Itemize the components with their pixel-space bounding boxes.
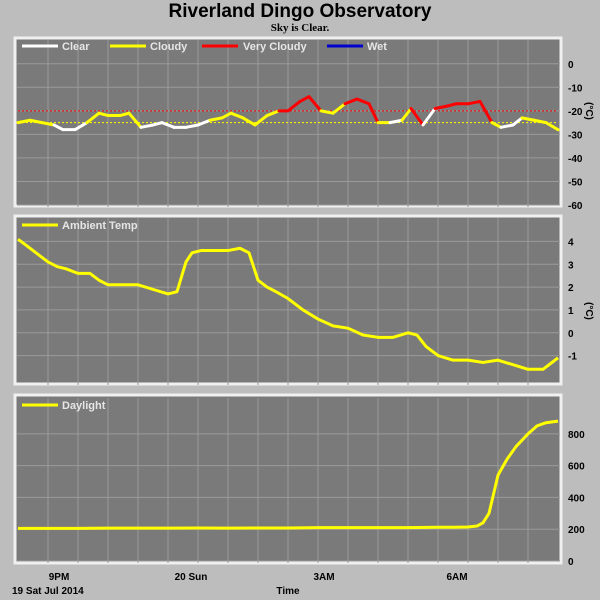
sky-series-segment — [490, 121, 503, 129]
daylight-series-line — [18, 419, 559, 530]
sky-series-segment — [298, 95, 311, 103]
legend-label-clear: Clear — [62, 41, 90, 53]
sky-series-segment — [241, 116, 257, 127]
sky-series-segment — [544, 121, 560, 132]
sky-series-segment — [160, 121, 176, 129]
sky-series-segment — [319, 109, 335, 115]
x-axis: 9PM 20 Sun 3AM 6AM 19 Sat Jul 2014 Time — [12, 572, 468, 597]
daylight-y-tick-label: 600 — [568, 462, 585, 473]
sky-y-tick-label: -60 — [568, 201, 583, 212]
y-tick-labels: 0 -10 -20 -30 -40 -50 -60 4 3 2 1 0 -1 800 600 400 200 0 — [568, 60, 585, 568]
ambient-y-tick-label: 4 — [568, 237, 574, 248]
sky-series-segment — [355, 97, 371, 106]
x-tick-9pm: 9PM — [49, 572, 70, 583]
legend-label-daylight: Daylight — [62, 400, 106, 412]
sky-series-segment — [478, 99, 494, 125]
sky-series-segment — [208, 116, 224, 122]
sky-series-segment — [151, 121, 164, 127]
ambient-y-tick-label: 2 — [568, 283, 574, 294]
sky-series-segment — [52, 123, 65, 132]
legend-label-wet: Wet — [367, 41, 387, 53]
sky-y-tick-label: 0 — [568, 60, 574, 71]
sky-series-segment — [265, 109, 281, 118]
daylight-y-tick-label: 800 — [568, 430, 585, 441]
sky-series-segment — [40, 121, 56, 127]
sky-series-segment — [466, 99, 482, 106]
ambient-legend: Ambient Temp — [22, 220, 138, 232]
ambient-y-tick-label: -1 — [568, 352, 577, 363]
daylight-legend: Daylight — [22, 400, 106, 412]
sky-series-segment — [28, 118, 44, 125]
sky-series-segment — [73, 121, 89, 132]
daylight-y-tick-label: 0 — [568, 557, 574, 568]
page-title: Riverland Dingo Observatory — [168, 1, 432, 22]
sky-series-segment — [97, 111, 110, 118]
ambient-y-tick-label: 3 — [568, 260, 574, 271]
sky-y-tick-label: -10 — [568, 83, 583, 94]
sky-series-segment — [196, 118, 212, 127]
sky-series-segment — [532, 118, 548, 125]
sky-y-tick-label: -50 — [568, 177, 583, 188]
sky-series-segment — [118, 111, 131, 118]
ambient-y-tick-label: 1 — [568, 306, 574, 317]
sky-y-axis-label: (°C) — [583, 102, 594, 120]
ambient-y-tick-label: 0 — [568, 329, 574, 340]
sky-series-segment — [229, 111, 245, 120]
sky-series-segment — [520, 116, 536, 122]
sky-series-segment — [16, 118, 32, 125]
x-tick-6am: 6AM — [446, 572, 467, 583]
daylight-y-tick-label: 400 — [568, 493, 585, 504]
sky-series-segment — [400, 106, 413, 122]
sky-series-segment — [421, 106, 437, 127]
sky-series-segment — [367, 102, 380, 125]
sky-status: Sky is Clear. — [270, 22, 330, 34]
sky-legend: Clear Cloudy Very Cloudy Wet — [22, 41, 387, 53]
ambient-series-line — [17, 237, 559, 371]
sky-series-segment — [433, 104, 449, 110]
sky-series-segment — [409, 106, 425, 127]
x-start-date: 19 Sat Jul 2014 — [12, 586, 84, 597]
sky-series-segment — [139, 123, 155, 129]
ambient-y-axis-label: (°C) — [583, 302, 594, 320]
sky-series-segment — [127, 111, 143, 129]
sky-y-tick-label: -40 — [568, 154, 583, 165]
sky-series-segment — [184, 123, 200, 129]
sky-series-segment — [85, 111, 101, 125]
legend-label-cloudy: Cloudy — [150, 41, 188, 53]
sky-series-segment — [286, 99, 302, 113]
x-tick-3am: 3AM — [313, 572, 334, 583]
x-axis-title: Time — [276, 586, 300, 597]
sky-series-segment — [511, 116, 524, 127]
legend-label-ambient: Ambient Temp — [62, 220, 138, 232]
sky-series-segment — [445, 102, 458, 108]
series-lines — [16, 95, 560, 530]
legend-label-very-cloudy: Very Cloudy — [243, 41, 307, 53]
x-tick-20-sun: 20 Sun — [175, 572, 208, 583]
sky-series-segment — [253, 114, 269, 127]
sky-series-segment — [499, 123, 515, 129]
daylight-y-tick-label: 200 — [568, 525, 585, 536]
sky-series-segment — [331, 102, 347, 115]
sky-y-tick-label: -30 — [568, 130, 583, 141]
sky-y-tick-label: -20 — [568, 107, 583, 118]
sky-series-segment — [220, 111, 233, 120]
sky-series-segment — [388, 118, 404, 125]
sky-series-segment — [343, 97, 359, 106]
sky-series-segment — [307, 95, 323, 113]
